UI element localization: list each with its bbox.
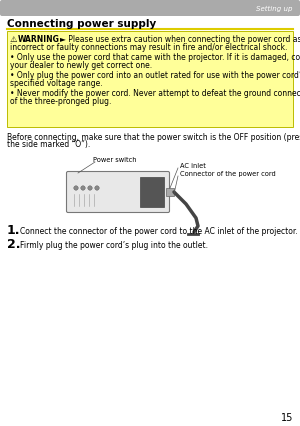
Text: of the three-pronged plug.: of the three-pronged plug.: [10, 97, 111, 106]
Text: Connect the connector of the power cord to the AC inlet of the projector.: Connect the connector of the power cord …: [20, 227, 298, 236]
Bar: [140, 177, 164, 207]
Text: specified voltage range.: specified voltage range.: [10, 78, 103, 87]
Text: 2.: 2.: [7, 239, 20, 251]
Text: your dealer to newly get correct one.: your dealer to newly get correct one.: [10, 60, 152, 69]
Text: Setting up: Setting up: [256, 6, 292, 12]
Text: • Never modify the power cord. Never attempt to defeat the ground connection: • Never modify the power cord. Never att…: [10, 89, 300, 98]
Text: • Only plug the power cord into an outlet rated for use with the power cord’s: • Only plug the power cord into an outle…: [10, 70, 300, 80]
Text: ► Please use extra caution when connecting the power cord as: ► Please use extra caution when connecti…: [60, 35, 300, 43]
Circle shape: [95, 186, 99, 190]
Text: WARNING: WARNING: [18, 35, 60, 43]
Circle shape: [88, 186, 92, 190]
Text: Connector of the power cord: Connector of the power cord: [180, 171, 276, 177]
Text: Connecting power supply: Connecting power supply: [7, 19, 156, 29]
Text: ⚠: ⚠: [10, 35, 17, 43]
Text: Before connecting, make sure that the power switch is the OFF position (pressed: Before connecting, make sure that the po…: [7, 132, 300, 141]
Text: the side marked “O”).: the side marked “O”).: [7, 141, 90, 150]
Text: 1.: 1.: [7, 225, 20, 238]
Text: AC inlet: AC inlet: [180, 163, 206, 169]
Text: • Only use the power cord that came with the projector. If it is damaged, contac: • Only use the power cord that came with…: [10, 52, 300, 61]
FancyBboxPatch shape: [7, 31, 293, 127]
FancyBboxPatch shape: [67, 172, 170, 213]
Circle shape: [81, 186, 85, 190]
Circle shape: [74, 186, 78, 190]
Text: 15: 15: [280, 413, 293, 423]
Text: Firmly plug the power cord’s plug into the outlet.: Firmly plug the power cord’s plug into t…: [20, 241, 208, 250]
Text: Power switch: Power switch: [93, 157, 136, 163]
Text: incorrect or faulty connections may result in fire and/or electrical shock.: incorrect or faulty connections may resu…: [10, 43, 287, 52]
Bar: [166, 188, 174, 196]
FancyBboxPatch shape: [0, 0, 300, 16]
